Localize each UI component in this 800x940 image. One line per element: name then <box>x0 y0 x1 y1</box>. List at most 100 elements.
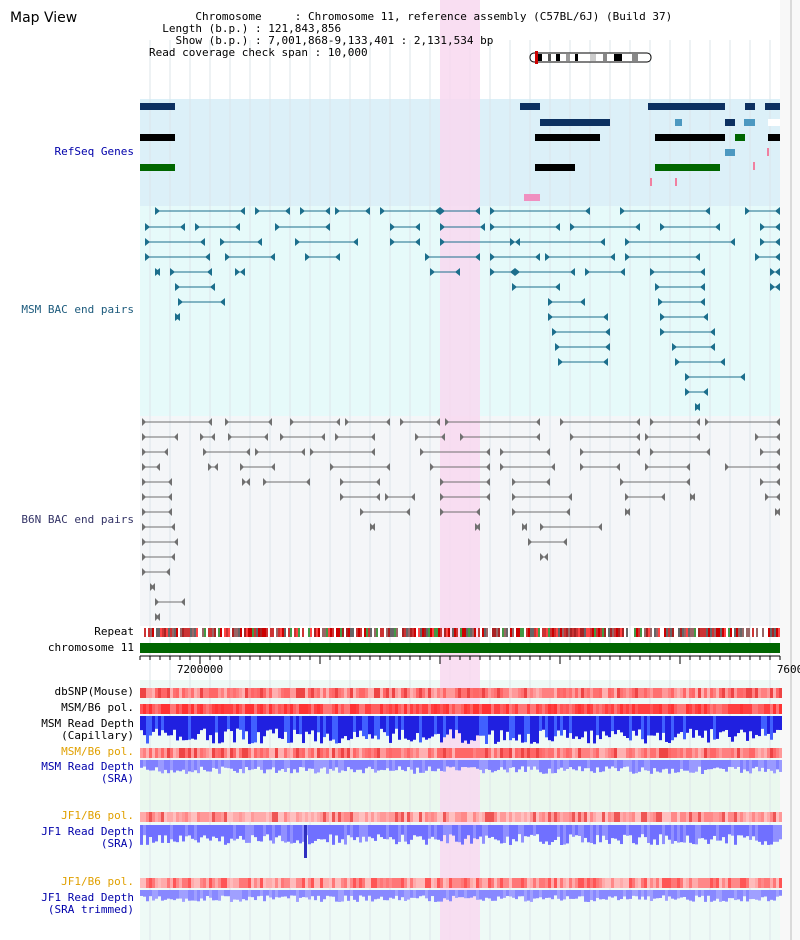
jf1-depth-bar <box>323 825 326 840</box>
msm-bac-end-left <box>655 283 660 291</box>
repeat-segment <box>470 628 472 637</box>
msm-depth-capillary-bar <box>338 716 341 744</box>
jf1-b6-pol-cell <box>629 812 632 822</box>
jf1-b6-pol-trimmed-cell <box>272 878 275 888</box>
repeat-segment <box>714 628 716 637</box>
track-label-msm-b6-pol-sra[interactable]: MSM/B6 pol. <box>61 745 134 758</box>
track-label-msm-depth-capillary[interactable]: MSM Read Depth <box>41 717 134 730</box>
dbsnp-cell <box>329 688 332 698</box>
highlight-region[interactable] <box>440 0 480 940</box>
msm-depth-capillary-bar <box>647 716 650 736</box>
jf1-depth-bar <box>320 825 323 840</box>
track-label-msm-bac[interactable]: MSM BAC end pairs <box>21 303 134 316</box>
gene-feature[interactable] <box>744 119 755 126</box>
msm-b6-pol-cell <box>353 704 356 714</box>
dbsnp-cell <box>359 688 362 698</box>
msm-depth-sra-bar <box>623 760 626 768</box>
gene-feature[interactable] <box>540 119 610 126</box>
track-label-msm-b6-pol[interactable]: MSM/B6 pol. <box>61 701 134 714</box>
jf1-b6-pol-cell <box>215 812 218 822</box>
track-label-b6n-bac[interactable]: B6N BAC end pairs <box>21 513 134 526</box>
msm-bac-end-left <box>570 223 575 231</box>
jf1-depth-bar <box>428 825 431 839</box>
msm-b6-pol-sra-cell <box>578 748 581 758</box>
gene-feature[interactable] <box>140 164 175 171</box>
msm-depth-capillary-bar <box>569 716 572 734</box>
msm-b6-pol-sra-cell <box>743 748 746 758</box>
gene-feature[interactable] <box>735 134 745 141</box>
msm-b6-pol-cell <box>311 704 314 714</box>
chromosome-bar[interactable] <box>140 643 780 653</box>
dbsnp-cell <box>491 688 494 698</box>
gene-feature[interactable] <box>140 103 175 110</box>
msm-b6-pol-cell <box>251 704 254 714</box>
jf1-depth-bar <box>476 825 479 840</box>
repeat-segment <box>498 628 500 637</box>
msm-depth-sra-bar <box>239 760 242 770</box>
msm-depth-sra-bar <box>611 760 614 767</box>
track-label-chromosome[interactable]: chromosome 11 <box>47 641 134 654</box>
gene-feature[interactable] <box>535 134 600 141</box>
gene-feature[interactable] <box>725 119 735 126</box>
gene-feature[interactable] <box>648 103 725 110</box>
msm-bac-end-left <box>425 253 430 261</box>
dbsnp-cell <box>269 688 272 698</box>
gene-feature[interactable] <box>768 134 780 141</box>
track-label-refseq[interactable]: RefSeq Genes <box>54 145 134 158</box>
gene-feature[interactable] <box>520 103 540 110</box>
jf1-depth-bar <box>179 825 182 836</box>
msm-b6-pol-sra-cell <box>428 748 431 758</box>
gene-feature[interactable] <box>675 119 682 126</box>
jf1-depth-trimmed-bar <box>434 890 437 902</box>
msm-b6-pol-sra-cell <box>215 748 218 758</box>
jf1-b6-pol-cell <box>479 812 482 822</box>
gene-feature[interactable] <box>765 103 780 110</box>
gene-feature[interactable] <box>535 164 575 171</box>
jf1-b6-pol-trimmed-cell <box>404 878 407 888</box>
track-label-jf1-depth[interactable]: JF1 Read Depth <box>41 825 134 838</box>
gene-feature[interactable] <box>725 149 735 156</box>
gene-feature[interactable] <box>768 119 780 126</box>
jf1-depth-bar <box>623 825 626 835</box>
jf1-depth-trimmed-bar <box>731 890 734 899</box>
track-label-jf1-depth-trimmed[interactable]: JF1 Read Depth <box>41 891 134 904</box>
repeat-segment <box>396 628 398 637</box>
repeat-segment <box>308 628 310 637</box>
repeat-segment <box>172 628 174 637</box>
msm-bac-end-right <box>585 207 590 215</box>
dbsnp-cell <box>350 688 353 698</box>
dbsnp-cell <box>647 688 650 698</box>
track-label-msm-depth-sra[interactable]: MSM Read Depth <box>41 760 134 773</box>
msm-b6-pol-sra-cell <box>539 748 542 758</box>
jf1-depth-bar <box>536 825 539 835</box>
track-label-jf1-b6-pol[interactable]: JF1/B6 pol. <box>61 809 134 822</box>
msm-bac-end-left <box>620 207 625 215</box>
track-label-dbsnp[interactable]: dbSNP(Mouse) <box>54 685 134 698</box>
track-label-jf1-b6-pol-trimmed[interactable]: JF1/B6 pol. <box>61 875 134 888</box>
jf1-b6-pol-cell <box>344 812 347 822</box>
gene-feature[interactable] <box>655 134 725 141</box>
repeat-segment <box>522 628 524 637</box>
jf1-depth-bar <box>521 825 524 843</box>
gene-feature[interactable] <box>745 103 755 110</box>
gene-feature[interactable] <box>655 164 720 171</box>
msm-b6-pol-sra-cell <box>263 748 266 758</box>
dbsnp-cell <box>629 688 632 698</box>
b6n-bac-end-right <box>168 508 172 516</box>
jf1-b6-pol-cell <box>350 812 353 822</box>
b6n-bac-end-right <box>246 448 250 456</box>
msm-b6-pol-cell <box>629 704 632 714</box>
jf1-depth-trimmed-bar <box>431 890 434 897</box>
gene-feature[interactable] <box>140 134 175 141</box>
jf1-b6-pol-trimmed-cell <box>218 878 221 888</box>
jf1-b6-pol-trimmed-cell <box>395 878 398 888</box>
dbsnp-cell <box>599 688 602 698</box>
jf1-depth-bar <box>425 825 428 845</box>
msm-depth-capillary-bar <box>209 716 212 736</box>
refseq-pink-marker[interactable] <box>524 194 540 201</box>
track-label-repeat[interactable]: Repeat <box>94 625 134 638</box>
jf1-depth-bar <box>611 825 614 839</box>
jf1-b6-pol-trimmed-cell <box>143 878 146 888</box>
msm-depth-sra-bar <box>692 760 695 773</box>
